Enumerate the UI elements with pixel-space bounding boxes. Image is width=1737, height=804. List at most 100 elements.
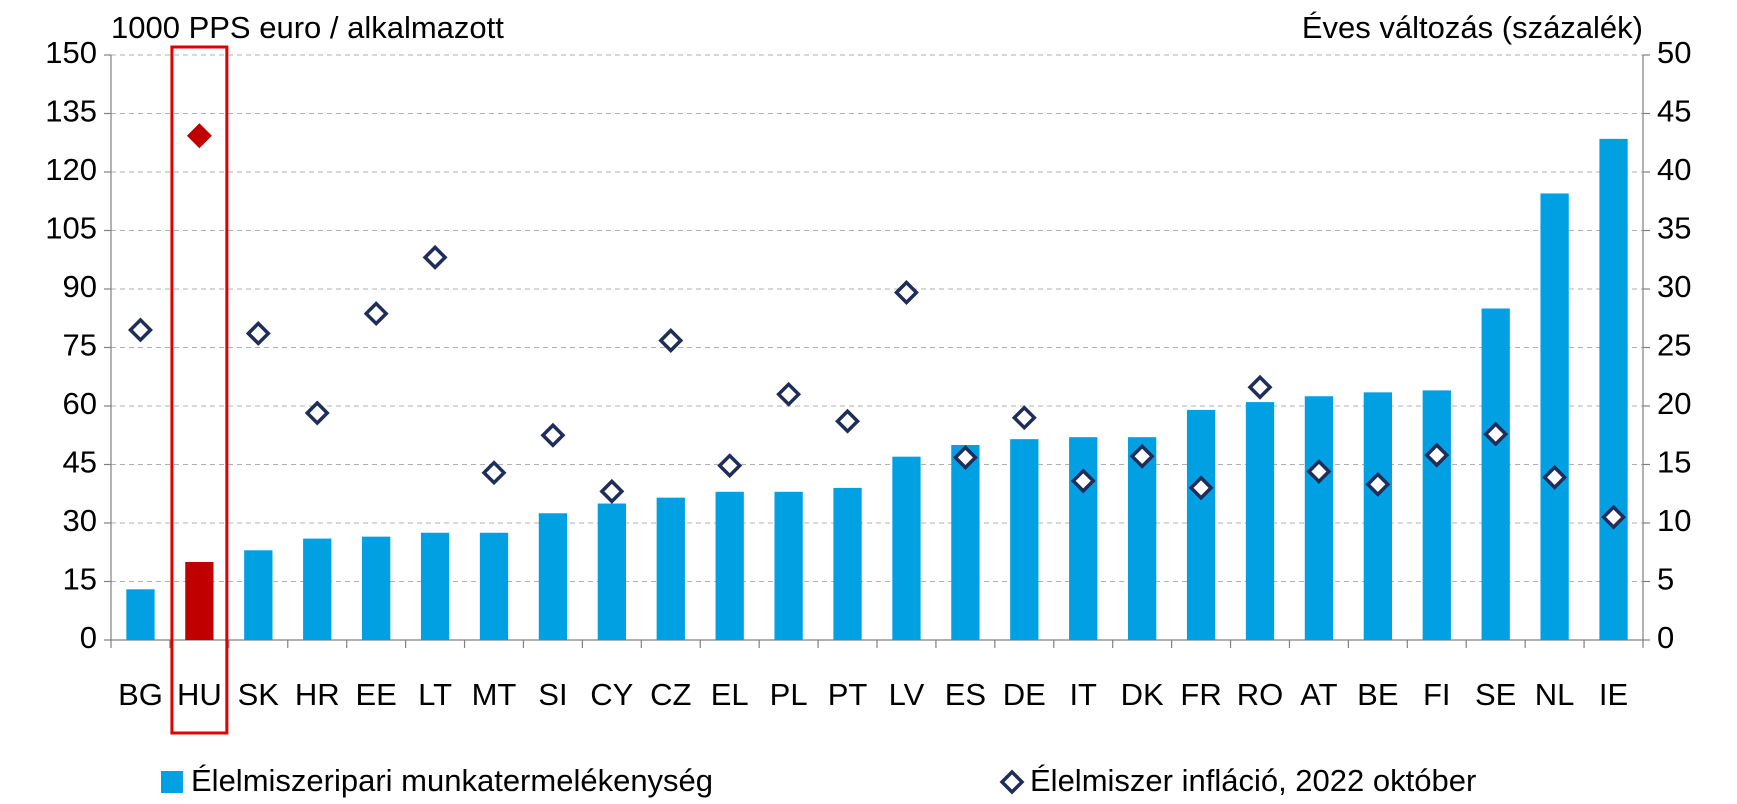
y-tick-label: 105 [45, 211, 97, 246]
x-tick-label: PL [770, 677, 808, 712]
legend-swatch [161, 771, 183, 793]
y2-tick-label: 25 [1657, 328, 1691, 363]
marker [422, 244, 448, 270]
marker [481, 460, 507, 486]
x-tick-label: AT [1300, 677, 1337, 712]
bar [597, 503, 626, 640]
marker [1188, 475, 1214, 501]
y-axis-title: 1000 PPS euro / alkalmazott [111, 10, 504, 45]
y-tick-label: 60 [63, 386, 97, 421]
x-tick-label: SK [238, 677, 280, 712]
marker [1129, 443, 1155, 469]
x-tick-label: SI [538, 677, 567, 712]
bar [185, 562, 214, 640]
marker [1011, 405, 1037, 431]
y2-tick-label: 35 [1657, 211, 1691, 246]
x-tick-label: IT [1069, 677, 1097, 712]
marker [658, 328, 684, 353]
marker [363, 301, 389, 327]
x-tick-label: SE [1475, 677, 1516, 712]
bar [1599, 138, 1628, 640]
marker [1247, 374, 1273, 400]
x-tick-label: CY [590, 677, 633, 712]
x-tick-label: LT [418, 677, 452, 712]
y2-tick-label: 45 [1657, 94, 1691, 129]
marker [1306, 459, 1332, 484]
bar [1363, 392, 1392, 640]
x-tick-label: HU [177, 677, 222, 712]
marker [186, 123, 212, 149]
y2-tick-label: 40 [1657, 152, 1691, 187]
y-tick-label: 135 [45, 94, 97, 129]
bar [1010, 439, 1039, 640]
bar [1245, 402, 1275, 640]
legend-label: Élelmiszer infláció, 2022 október [1030, 763, 1476, 798]
marker [127, 317, 153, 343]
x-tick-label: FI [1423, 677, 1451, 712]
x-tick-label: HR [295, 677, 340, 712]
y-tick-label: 0 [80, 620, 97, 655]
marker [952, 445, 978, 470]
legend-label: Élelmiszeripari munkatermelékenység [191, 763, 713, 798]
y-tick-label: 30 [63, 503, 97, 538]
bar [362, 536, 391, 640]
bar [892, 456, 921, 640]
y2-tick-label: 50 [1657, 35, 1691, 70]
marker [1542, 464, 1568, 490]
marker [835, 408, 861, 434]
marker [1424, 442, 1450, 468]
y-tick-label: 15 [63, 562, 97, 597]
bar [1481, 308, 1510, 640]
x-tick-label: CZ [650, 677, 691, 712]
marker [1601, 504, 1627, 530]
marker [540, 422, 566, 448]
bar [774, 491, 803, 640]
y2-tick-label: 30 [1657, 269, 1691, 304]
y-tick-label: 90 [63, 269, 97, 304]
x-tick-label: IE [1599, 677, 1628, 712]
y-tick-label: 75 [63, 328, 97, 363]
x-tick-label: NL [1535, 677, 1575, 712]
bar [1304, 396, 1334, 640]
x-tick-label: PT [828, 677, 868, 712]
bar [126, 589, 155, 640]
x-tick-label: RO [1237, 677, 1284, 712]
bar [656, 497, 685, 640]
marker [893, 280, 919, 305]
y2-tick-label: 10 [1657, 503, 1691, 538]
bar [1128, 437, 1157, 640]
y-tick-label: 120 [45, 152, 97, 187]
x-tick-label: EL [711, 677, 749, 712]
bar [1186, 409, 1216, 640]
x-tick-label: LV [889, 677, 925, 712]
bar [833, 487, 862, 640]
y2-tick-label: 15 [1657, 445, 1691, 480]
marker [1070, 468, 1096, 494]
marker [599, 478, 625, 504]
y2-tick-label: 5 [1657, 562, 1674, 597]
marker [1483, 421, 1509, 447]
marker [776, 381, 802, 407]
bar [951, 445, 980, 640]
x-tick-label: DE [1003, 677, 1046, 712]
x-tick-label: MT [472, 677, 517, 712]
x-tick-label: DK [1121, 677, 1164, 712]
bar [1422, 390, 1451, 640]
x-tick-label: BE [1357, 677, 1398, 712]
x-tick-label: BG [118, 677, 163, 712]
marker [304, 400, 330, 426]
y-tick-label: 150 [45, 35, 97, 70]
y2-tick-label: 0 [1657, 620, 1674, 655]
y2-tick-label: 20 [1657, 386, 1691, 421]
x-tick-label: FR [1180, 677, 1221, 712]
x-tick-label: EE [355, 677, 396, 712]
marker [1365, 471, 1391, 497]
highlight-frame [170, 45, 229, 735]
bar [1069, 437, 1098, 640]
y2-axis-title: Éves változás (százalék) [1302, 10, 1643, 45]
bar [715, 491, 744, 640]
marker [717, 453, 743, 479]
marker [245, 320, 271, 346]
bar [538, 513, 568, 640]
